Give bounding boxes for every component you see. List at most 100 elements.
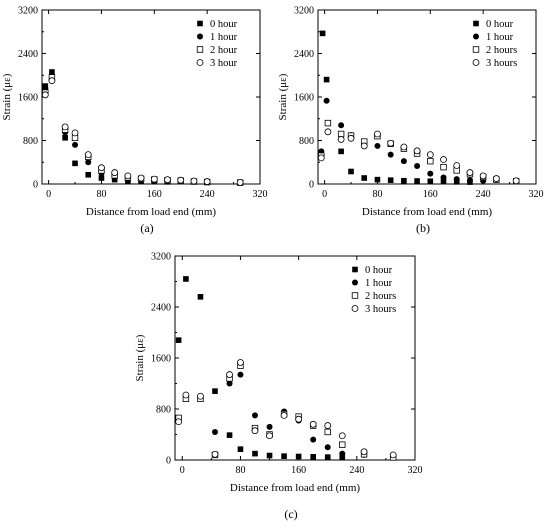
data-point <box>48 77 56 85</box>
data-point <box>347 134 355 142</box>
x-axis-label: Distance from load end (mm) <box>362 206 492 218</box>
data-point <box>440 163 447 171</box>
x-tick-label: 240 <box>349 465 364 476</box>
data-point <box>98 164 105 172</box>
data-point <box>236 178 244 186</box>
data-point <box>400 158 407 165</box>
data-point <box>440 178 447 185</box>
x-tick-label: 0 <box>322 189 327 200</box>
y-tick-label: 800 <box>23 136 38 147</box>
data-point <box>310 454 316 460</box>
data-point <box>212 388 218 394</box>
legend-label: 3 hour <box>210 58 238 69</box>
series-3 <box>175 362 397 461</box>
data-point <box>252 412 258 419</box>
data-point <box>237 371 244 378</box>
panel-label: (b) <box>416 221 430 235</box>
data-point <box>324 428 331 436</box>
legend-label: 0 hour <box>210 19 238 30</box>
legend: 0 hour 1 hour 2 hour 3 hour <box>192 18 254 76</box>
data-point <box>324 119 332 127</box>
x-tick-label: 240 <box>476 189 491 200</box>
data-point <box>453 162 461 169</box>
data-point <box>453 176 460 183</box>
data-point <box>317 154 325 162</box>
chart-panel-1: 0 800 1600 2400 3200 0 80 160 240 320 Distance fro… <box>1 6 268 236</box>
data-point <box>62 134 68 141</box>
data-point <box>324 454 331 460</box>
data-point <box>295 415 303 423</box>
data-point <box>339 454 346 461</box>
x-axis-label: Distance from load end (mm) <box>86 206 216 218</box>
data-point <box>266 452 273 459</box>
data-point <box>41 91 49 99</box>
x-tick-label: 0 <box>46 189 51 200</box>
legend-marker <box>351 305 359 312</box>
data-point <box>374 176 381 183</box>
y-tick-label: 0 <box>33 180 38 191</box>
y-tick-label: 3200 <box>151 252 171 263</box>
x-tick-label: 320 <box>408 465 423 476</box>
legend-marker <box>196 59 204 66</box>
series-4 <box>175 359 397 459</box>
data-point <box>212 428 218 435</box>
data-point <box>183 276 189 282</box>
data-point <box>338 122 345 129</box>
data-point <box>211 450 219 458</box>
data-point <box>374 142 381 149</box>
data-point <box>226 380 233 387</box>
data-point <box>197 392 204 400</box>
data-point <box>427 170 434 177</box>
series-1 <box>175 276 346 461</box>
y-tick-label: 1600 <box>294 93 314 104</box>
series-4 <box>41 77 244 186</box>
data-point <box>226 371 233 378</box>
data-point <box>182 391 190 399</box>
data-point <box>85 171 92 178</box>
legend-label: 0 hour <box>486 19 514 30</box>
data-point <box>72 141 79 148</box>
data-point <box>324 128 332 136</box>
chart-panel-3: 0 800 1600 2400 3200 0 80 160 240 320 Distance fro… <box>134 252 423 522</box>
data-point <box>337 136 345 143</box>
data-point <box>389 451 397 459</box>
x-tick-label: 80 <box>372 189 382 200</box>
data-point <box>466 177 473 184</box>
data-point <box>348 168 354 175</box>
legend-label: 2 hours <box>486 45 517 56</box>
data-point <box>374 130 381 138</box>
data-point <box>361 175 368 181</box>
x-tick-label: 0 <box>180 465 185 476</box>
data-point <box>426 151 434 159</box>
data-point <box>295 453 302 460</box>
legend-marker <box>473 20 479 27</box>
data-point <box>338 432 346 440</box>
y-tick-label: 1600 <box>151 354 171 365</box>
data-point <box>360 448 368 456</box>
data-point <box>401 177 407 184</box>
data-point <box>339 450 346 457</box>
legend-marker <box>352 266 358 273</box>
y-tick-label: 2400 <box>18 49 38 60</box>
panel-label: (c) <box>284 507 297 521</box>
data-point <box>85 159 92 166</box>
data-point <box>49 69 55 75</box>
data-point <box>177 176 185 184</box>
data-point <box>281 453 287 459</box>
data-point <box>360 142 368 150</box>
legend-label: 0 hour <box>365 265 393 276</box>
legend: 0 hour 1 hour 2 hours 3 hours <box>468 18 530 76</box>
legend-label: 1 hour <box>365 278 393 289</box>
data-point <box>84 151 92 159</box>
x-tick-label: 320 <box>529 189 544 200</box>
x-axis-label: Distance from load end (mm) <box>230 482 360 494</box>
data-point <box>323 76 330 83</box>
x-tick-label: 160 <box>423 189 438 200</box>
y-axis-label: Strain (με) <box>134 334 146 381</box>
data-point <box>427 157 434 165</box>
data-point <box>387 177 394 183</box>
data-point <box>72 160 78 167</box>
data-point <box>387 151 394 158</box>
data-point <box>440 174 447 181</box>
data-point <box>319 30 326 37</box>
